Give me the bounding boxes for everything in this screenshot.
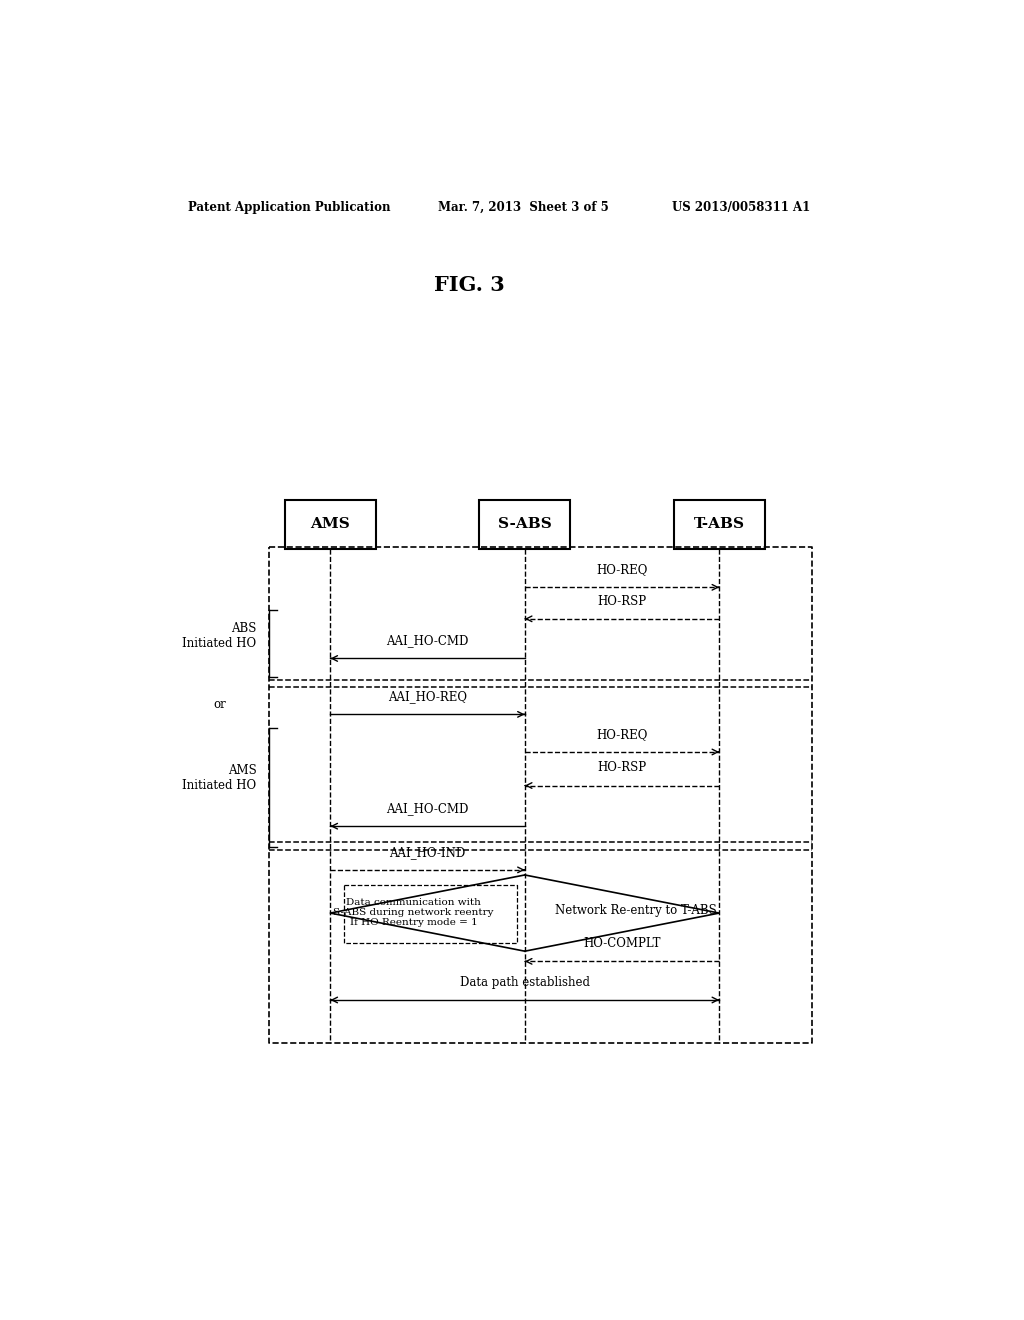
Text: AMS: AMS — [310, 517, 350, 532]
Text: T-ABS: T-ABS — [693, 517, 744, 532]
Text: HO-REQ: HO-REQ — [596, 727, 648, 741]
Bar — [285, 500, 376, 549]
Bar — [674, 500, 765, 549]
Text: or: or — [213, 698, 225, 710]
Text: AMS
Initiated HO: AMS Initiated HO — [182, 764, 256, 792]
Text: FIG. 3: FIG. 3 — [434, 276, 505, 296]
Text: ABS
Initiated HO: ABS Initiated HO — [182, 622, 256, 651]
Text: HO-RSP: HO-RSP — [597, 762, 646, 775]
Text: US 2013/0058311 A1: US 2013/0058311 A1 — [672, 201, 810, 214]
Text: Data communication with
S-ABS during network reentry
If HO Reentry mode = 1: Data communication with S-ABS during net… — [334, 898, 494, 928]
Text: AAI_HO-REQ: AAI_HO-REQ — [388, 690, 467, 704]
Text: Mar. 7, 2013  Sheet 3 of 5: Mar. 7, 2013 Sheet 3 of 5 — [437, 201, 608, 214]
Text: HO-REQ: HO-REQ — [596, 564, 648, 576]
Text: HO-COMPLT: HO-COMPLT — [584, 937, 660, 950]
Text: Data path established: Data path established — [460, 975, 590, 989]
Text: Patent Application Publication: Patent Application Publication — [187, 201, 390, 214]
Text: S-ABS: S-ABS — [498, 517, 552, 532]
Bar — [479, 500, 570, 549]
Text: HO-RSP: HO-RSP — [597, 594, 646, 607]
Text: AAI_HO-CMD: AAI_HO-CMD — [386, 803, 469, 814]
Text: AAI_HO-IND: AAI_HO-IND — [389, 846, 466, 859]
Text: Network Re-entry to T-ABS: Network Re-entry to T-ABS — [555, 904, 717, 917]
Text: AAI_HO-CMD: AAI_HO-CMD — [386, 635, 469, 647]
